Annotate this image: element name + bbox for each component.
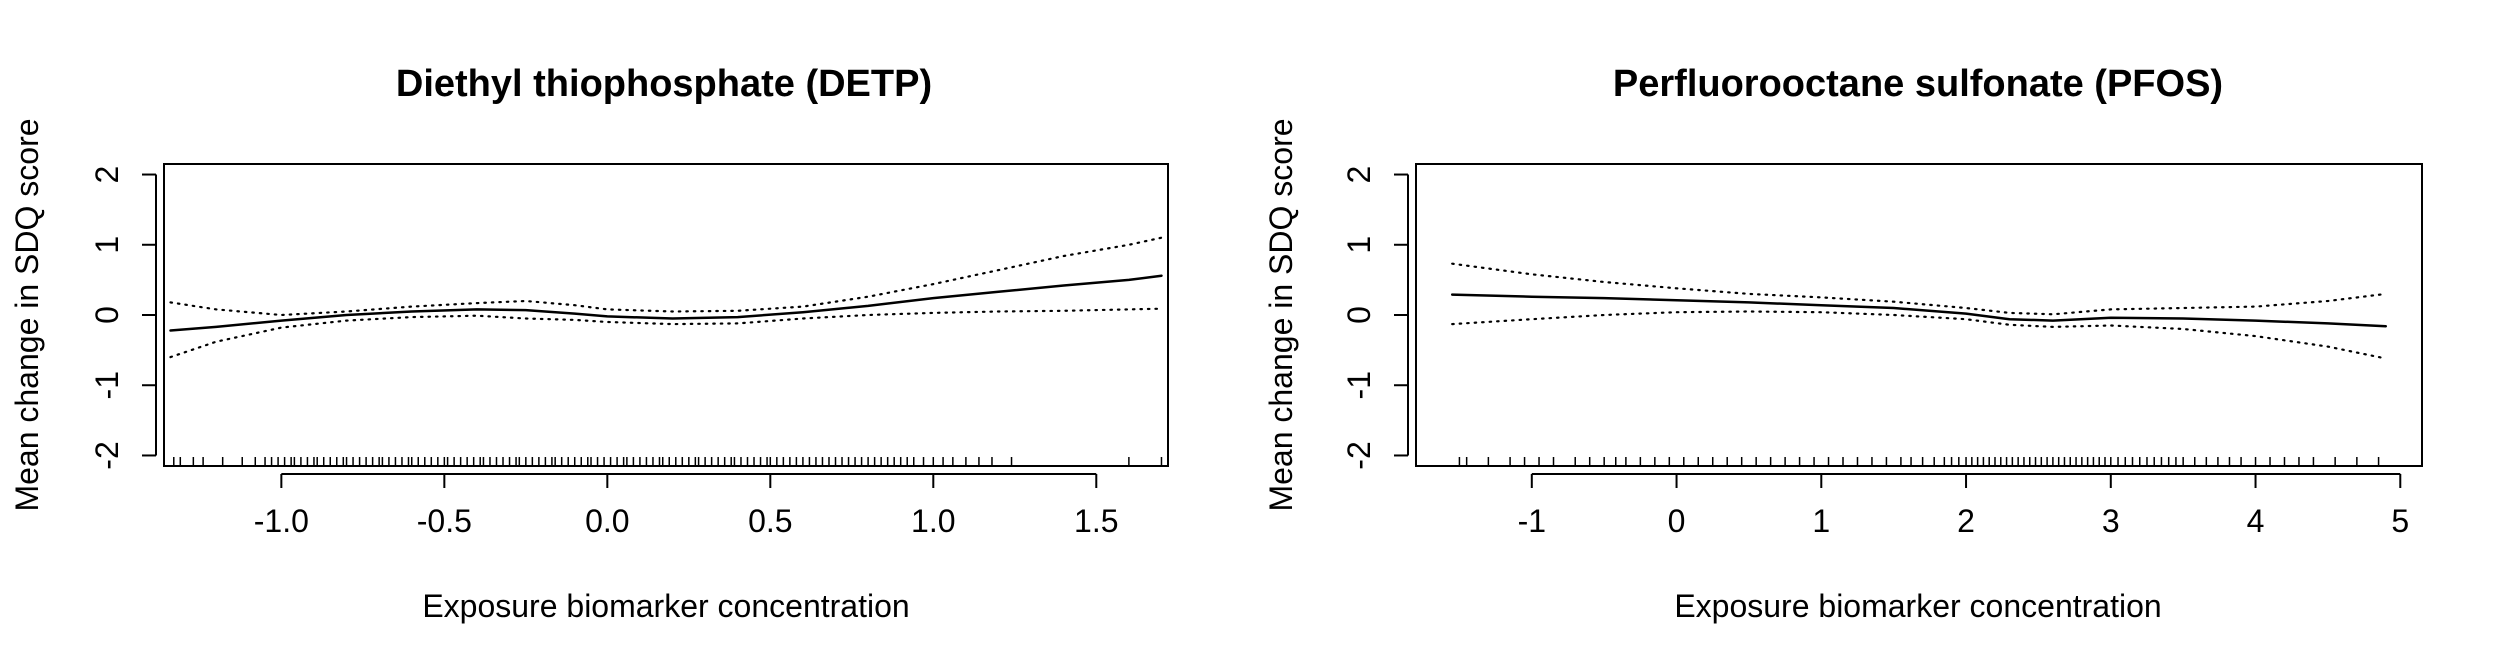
chart-title: Perfluorooctane sulfonate (PFOS) bbox=[1613, 63, 2223, 105]
x-tick-label: -1 bbox=[1518, 503, 1546, 539]
y-tick-label: 2 bbox=[1341, 166, 1377, 184]
rug bbox=[1458, 457, 2380, 466]
x-tick-label: 1.5 bbox=[1074, 503, 1118, 539]
plot-box bbox=[163, 163, 1169, 467]
chart-title: Diethyl thiophosphate (DETP) bbox=[396, 63, 932, 105]
x-tick-label: 0.0 bbox=[585, 503, 629, 539]
y-tick-label: 0 bbox=[89, 306, 125, 324]
series-lines bbox=[1450, 262, 2388, 360]
x-axis-label: Exposure biomarker concentration bbox=[1674, 588, 2161, 624]
y-tick-label: -2 bbox=[1341, 441, 1377, 469]
confidence-band-line bbox=[169, 307, 1163, 359]
y-axis-label: Mean change in SDQ score bbox=[9, 118, 45, 511]
x-tick-label: 3 bbox=[2102, 503, 2120, 539]
plot-box bbox=[1415, 163, 2423, 467]
estimate-line bbox=[169, 274, 1163, 332]
x-tick-label: 1.0 bbox=[911, 503, 955, 539]
y-tick-label: -2 bbox=[89, 441, 125, 469]
y-tick-label: -1 bbox=[1341, 371, 1377, 399]
panel-pfos: Perfluorooctane sulfonate (PFOS) Mean ch… bbox=[1263, 63, 2423, 624]
y-tick-label: 2 bbox=[89, 166, 125, 184]
y-ticks: -2 -1 0 1 2 bbox=[89, 166, 156, 470]
rug bbox=[173, 457, 1163, 466]
x-ticks: -1.0 -0.5 0.0 0.5 1.0 1.5 bbox=[254, 474, 1119, 539]
x-tick-label: 0.5 bbox=[748, 503, 792, 539]
y-ticks: -2 -1 0 1 2 bbox=[1341, 166, 1408, 470]
confidence-band-line bbox=[1451, 262, 2387, 316]
x-tick-label: 4 bbox=[2247, 503, 2265, 539]
y-tick-label: 1 bbox=[1341, 236, 1377, 254]
x-axis-label: Exposure biomarker concentration bbox=[422, 588, 909, 624]
confidence-band-line bbox=[169, 236, 1163, 317]
series-lines bbox=[169, 236, 1163, 359]
y-tick-label: -1 bbox=[89, 371, 125, 399]
x-tick-label: -1.0 bbox=[254, 503, 309, 539]
estimate-line bbox=[1450, 293, 2388, 328]
y-tick-label: 0 bbox=[1341, 306, 1377, 324]
x-tick-label: -0.5 bbox=[417, 503, 472, 539]
x-tick-label: 2 bbox=[1957, 503, 1975, 539]
x-ticks: -1 0 1 2 3 4 5 bbox=[1518, 474, 2409, 539]
x-tick-label: 5 bbox=[2391, 503, 2409, 539]
x-tick-label: 1 bbox=[1812, 503, 1830, 539]
y-axis-label: Mean change in SDQ score bbox=[1263, 118, 1299, 511]
x-tick-label: 0 bbox=[1668, 503, 1686, 539]
confidence-band-line bbox=[1451, 310, 2387, 360]
panel-detp: Diethyl thiophosphate (DETP) Mean change… bbox=[9, 63, 1169, 624]
y-tick-label: 1 bbox=[89, 236, 125, 254]
